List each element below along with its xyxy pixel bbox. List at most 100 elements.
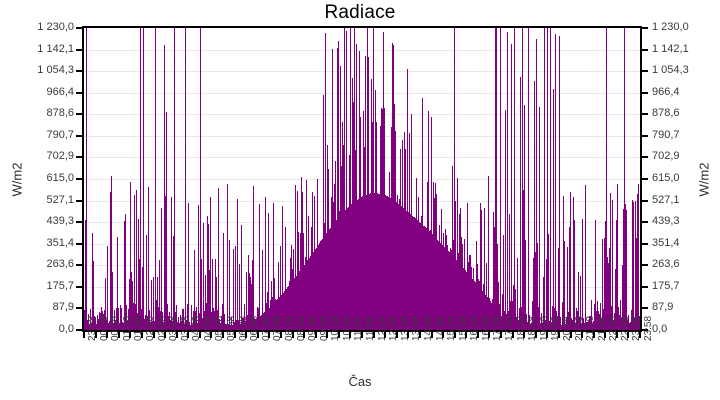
envelope-fill [235, 328, 236, 330]
data-spike [589, 316, 590, 330]
envelope-fill [314, 250, 315, 330]
y-tick-mark-right [642, 329, 648, 331]
data-spike [638, 183, 639, 330]
envelope-fill [412, 215, 413, 330]
x-tick-mark [476, 332, 479, 338]
data-spike [585, 184, 586, 330]
x-tick-mark [418, 332, 421, 338]
envelope-fill [457, 261, 458, 330]
data-spike [627, 320, 628, 330]
data-spike [520, 77, 521, 330]
envelope-fill [518, 326, 519, 330]
envelope-fill [289, 284, 290, 330]
x-tick-mark [500, 332, 502, 338]
envelope-fill [353, 202, 354, 330]
data-spike [542, 323, 543, 330]
envelope-fill [420, 222, 421, 330]
data-spike [570, 191, 571, 330]
envelope-fill [279, 297, 280, 330]
envelope-fill [254, 320, 255, 330]
y-tick-mark-right [642, 199, 648, 202]
envelope-fill [246, 325, 247, 330]
x-tick-mark [627, 332, 630, 338]
envelope-fill [470, 276, 471, 330]
envelope-fill [294, 278, 295, 330]
envelope-fill [361, 196, 362, 330]
data-spike [110, 192, 111, 330]
data-spike [230, 324, 231, 330]
data-spike [582, 218, 583, 330]
envelope-fill [411, 214, 412, 330]
envelope-fill [402, 207, 403, 330]
envelope-fill [421, 223, 422, 330]
envelope-fill [369, 193, 370, 330]
data-spike [500, 28, 501, 330]
data-spike [184, 323, 185, 330]
x-tick-mark [326, 332, 329, 338]
data-spike [152, 320, 153, 330]
data-spike [578, 272, 579, 330]
data-spike [118, 308, 119, 330]
data-spike [496, 28, 497, 330]
envelope-fill [282, 293, 283, 330]
y-tick-label-right: 615,0 [652, 172, 680, 184]
envelope-fill [409, 213, 410, 330]
envelope-fill [287, 287, 288, 330]
data-spike [544, 28, 545, 330]
data-spike [608, 263, 609, 330]
data-spike [196, 306, 197, 330]
data-spike [96, 323, 97, 330]
data-spike [160, 310, 161, 330]
data-spike [189, 322, 190, 330]
envelope-fill [344, 211, 345, 330]
envelope-fill [427, 229, 428, 330]
data-spike [238, 319, 239, 330]
data-spike [620, 299, 621, 330]
envelope-fill [324, 235, 325, 330]
gridline [84, 114, 640, 116]
envelope-fill [496, 309, 497, 330]
envelope-fill [303, 265, 304, 330]
gridline [84, 49, 640, 51]
data-spike [162, 312, 163, 330]
data-series-radiation [84, 28, 640, 330]
envelope-fill [479, 286, 480, 330]
data-spike [532, 300, 533, 330]
data-spike [180, 315, 181, 330]
data-spike [123, 323, 124, 330]
data-spike [233, 248, 234, 330]
envelope-fill [317, 246, 318, 330]
y-tick-mark-right [642, 264, 648, 267]
envelope-fill [230, 329, 231, 330]
y-tick-mark-right [642, 91, 648, 94]
envelope-fill [327, 231, 328, 330]
data-spike [340, 65, 341, 330]
data-spike [90, 308, 91, 330]
x-tick-mark [523, 332, 526, 338]
data-spike [268, 213, 269, 330]
envelope-fill [395, 201, 396, 330]
data-spike [302, 191, 303, 330]
envelope-fill [403, 208, 404, 330]
y-tick-label-left: 615,0 [46, 172, 74, 184]
envelope-fill [345, 210, 346, 330]
data-spike [365, 56, 366, 330]
envelope-fill [398, 203, 399, 330]
x-tick-mark [198, 332, 201, 338]
data-spike [145, 314, 146, 330]
envelope-fill [463, 268, 464, 330]
envelope-fill [410, 214, 411, 330]
data-spike [249, 273, 250, 330]
envelope-fill [330, 227, 331, 330]
envelope-fill [256, 319, 257, 330]
x-tick-mark [569, 332, 572, 338]
envelope-fill [346, 208, 347, 330]
data-spike [95, 317, 96, 330]
envelope-fill [304, 264, 305, 330]
data-spike [236, 319, 237, 330]
data-spike [206, 303, 207, 330]
envelope-fill [464, 269, 465, 330]
data-spike [159, 259, 160, 330]
data-spike [106, 319, 107, 330]
data-spike [163, 322, 164, 330]
